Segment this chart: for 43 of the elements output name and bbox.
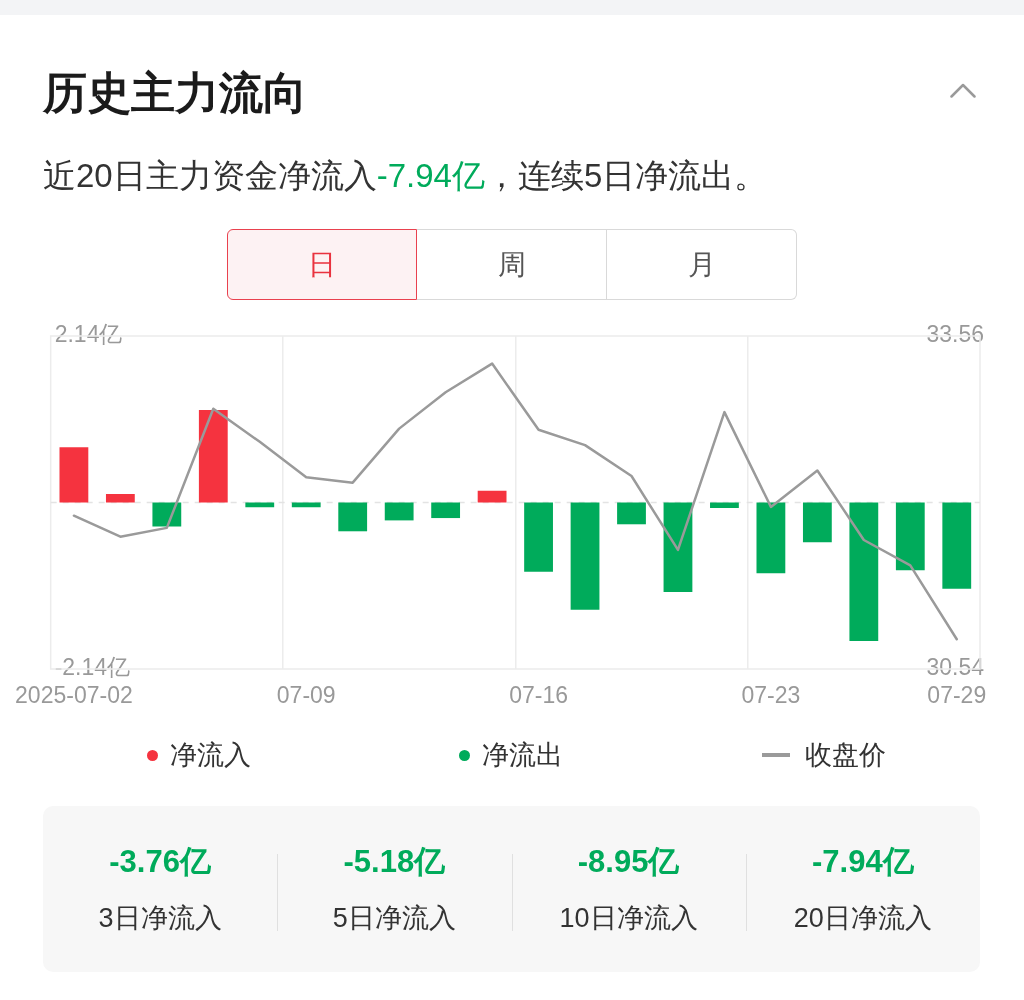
y-tick-label: -2.14亿 [54, 654, 131, 681]
bar [663, 502, 693, 592]
y2-tick-label: 30.54 [926, 654, 985, 681]
bar [895, 502, 925, 571]
bar [710, 502, 739, 508]
chart-subtitle: 近20日主力资金净流入-7.94亿，连续5日净流出。 [43, 156, 768, 196]
y2-tick-label: 33.56 [926, 321, 984, 348]
bar [59, 447, 89, 503]
text: 日 [308, 247, 336, 282]
chart-title: 历史主力流向 [43, 68, 307, 117]
bar [756, 502, 786, 574]
bar [524, 502, 553, 572]
text: 5日净流入 [331, 902, 457, 935]
legend-label: 净流入 [170, 739, 252, 772]
legend-label: 净流出 [482, 739, 564, 772]
x-tick-label: 07-29 [927, 682, 987, 709]
y-tick-label: 2.14亿 [54, 321, 123, 348]
text: -5.18亿 [342, 843, 447, 881]
bar [570, 502, 600, 610]
bar [384, 502, 414, 521]
bar [431, 502, 461, 519]
bar [477, 490, 507, 503]
text: 周 [498, 247, 526, 282]
bar [617, 502, 646, 525]
legend-label: 收盘价 [804, 739, 886, 772]
x-tick-label: 2025-07-02 [15, 682, 133, 709]
text: 20日净流入 [792, 902, 933, 935]
text: -8.95亿 [576, 843, 681, 881]
x-tick-label: 07-23 [741, 682, 801, 709]
bar [105, 493, 135, 503]
x-tick-label: 07-16 [509, 682, 568, 709]
text: 3日净流入 [97, 902, 223, 935]
text: 月 [688, 247, 716, 282]
text: 10日净流入 [558, 902, 699, 935]
x-tick-label: 07-09 [276, 682, 336, 709]
bar [849, 502, 879, 641]
bar [942, 502, 972, 589]
bar [802, 502, 832, 543]
text: -3.76亿 [108, 843, 212, 881]
bar [338, 502, 368, 532]
bar [152, 502, 182, 527]
text: -7.94亿 [811, 843, 915, 881]
bar [198, 409, 228, 503]
